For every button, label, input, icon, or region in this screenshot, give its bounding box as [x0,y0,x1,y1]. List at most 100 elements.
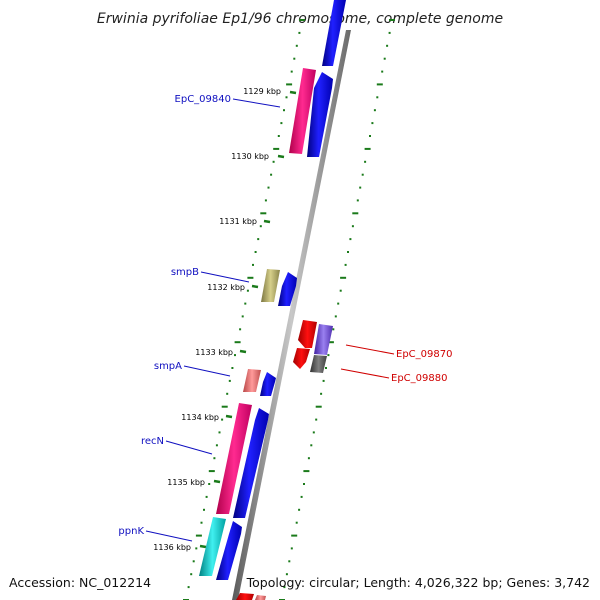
genome-summary-text: Topology: circular; Length: 4,026,322 bp… [246,575,590,590]
outer-ring-dot [307,457,310,460]
outer-ring-dot [388,31,391,34]
forward-cds-track [216,0,346,580]
inner-ring-dot [286,83,293,86]
gene-label-epc09870[interactable]: EpC_09870 [396,349,452,360]
inner-ring-dot [285,96,288,99]
inner-ring-dot [218,431,221,434]
inner-ring-dot [244,302,247,305]
outer-ring-dot [298,508,301,511]
inner-ring-dot [231,367,234,369]
inner-ring-dot [259,225,262,228]
inner-ring-dot [272,160,275,163]
gene-label-ppnk[interactable]: ppnK [118,526,144,537]
inner-ring-dot [298,31,301,34]
inner-ring-dot [277,135,280,137]
inner-ring-dot [226,392,229,395]
reverse-cds-track [236,320,333,600]
inner-ring-dot [252,263,254,266]
inner-ring-dot [200,521,203,524]
inner-ring-dot [239,328,242,331]
feature-track [199,68,316,576]
reverse-cds-arrow-epc09870-b [293,348,310,369]
inner-ring-dot [228,379,231,382]
tick-label-1136: 1136 kbp [153,543,191,552]
gene-block-epc09880 [310,355,327,373]
forward-cds-arrow-recn [233,408,269,518]
outer-ring-dot [283,586,286,589]
outer-ring-dot [351,225,354,228]
inner-ring-dot [205,495,208,498]
gene-label-recn[interactable]: recN [141,436,164,447]
forward-cds-arrow-top [322,0,346,66]
tick-label-1133: 1133 kbp [195,348,233,357]
outer-ring-dot [339,289,342,292]
gc-tick-rings [183,19,395,600]
inner-ring-dot [203,508,205,511]
inner-ring-dot [208,483,211,485]
outer-ring-dot [288,560,291,563]
outer-ring-dot [371,122,374,125]
gene-block-epc09840 [289,68,316,154]
inner-ring-dot [241,315,244,318]
gene-label-smpa[interactable]: smpA [154,361,182,372]
gene-label-epc09880[interactable]: EpC_09880 [391,373,447,384]
inner-ring-dot [195,547,198,550]
inner-ring-dot [213,457,216,460]
outer-ring-dot [291,534,298,537]
tick-label-1134: 1134 kbp [181,413,219,422]
outer-ring-dot [347,251,349,253]
forward-cds-arrow-smpa [260,372,276,396]
inner-ring-dot [267,186,270,189]
outer-ring-dot [303,470,310,473]
gene-block-epc09870 [314,324,333,355]
outer-ring-dot [334,315,337,318]
outer-ring-dot [369,135,371,137]
outer-ring-dot [315,418,318,421]
forward-cds-arrow-epc09840 [307,72,333,157]
inner-ring-dot [273,147,280,150]
outer-ring-dot [364,147,371,150]
outer-ring-dot [356,199,359,202]
inner-ring-dot [283,109,285,112]
outer-ring-dot [315,405,322,408]
inner-ring-dot [280,122,283,125]
forward-cds-arrow-ppnk [216,521,242,580]
outer-ring-dot [386,44,389,47]
tick-label-1132: 1132 kbp [207,283,245,292]
accession-text: Accession: NC_012214 [9,575,151,590]
outer-ring-dot [295,521,298,524]
inner-ring-dot [221,405,228,408]
genome-backbone [232,30,351,600]
tick-label-1131: 1131 kbp [219,217,257,226]
inner-ring-dot [247,276,254,279]
inner-ring-dot [190,573,193,576]
outer-ring-dot [376,83,383,86]
inner-ring-dot [295,44,298,47]
tick-label-1129: 1129 kbp [243,87,281,96]
outer-ring-dot [364,160,367,163]
gene-block-ppnk [199,517,226,576]
inner-ring-dot [208,470,215,473]
outer-ring-dot [373,109,376,112]
outer-ring-dot [352,212,359,215]
inner-ring-dot [264,199,267,202]
inner-ring-dot [195,534,202,537]
inner-ring-dot [187,586,190,589]
outer-ring-dot [285,573,288,576]
outer-ring-dot [320,392,323,395]
outer-ring-dot [389,19,395,21]
gene-label-epc09840[interactable]: EpC_09840 [175,94,231,105]
outer-ring-dot [325,367,327,369]
inner-ring-dot [234,354,236,357]
outer-ring-dot [359,186,362,189]
inner-ring-dot [215,444,218,447]
outer-ring-dot [322,379,325,382]
tick-label-1130: 1130 kbp [231,152,269,161]
reverse-cds-arrow-bottom [236,593,254,600]
inner-ring-dot [290,70,293,73]
gene-label-smpb[interactable]: smpB [171,267,199,278]
outer-ring-dot [344,263,347,266]
outer-ring-dot [381,70,384,73]
inner-ring-dot [246,289,249,292]
